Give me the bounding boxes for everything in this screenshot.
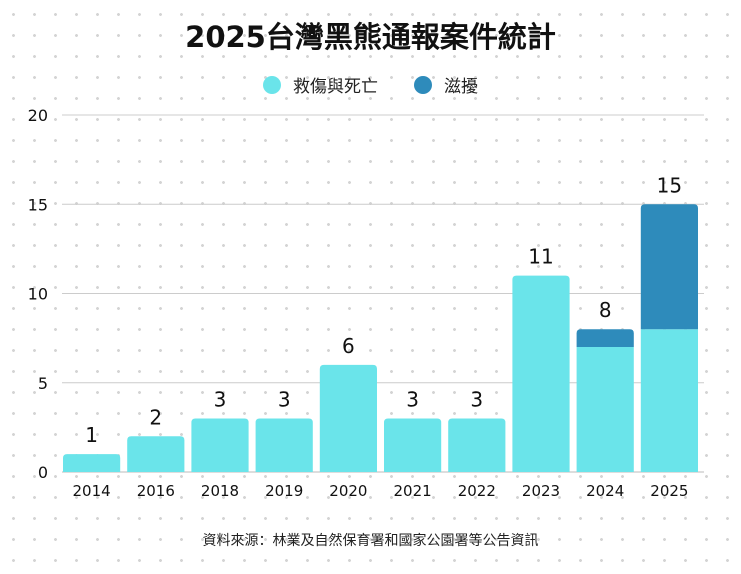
data-label: 3 bbox=[278, 387, 291, 411]
legend-item-nuisance[interactable]: 滋擾 bbox=[414, 72, 478, 97]
data-label: 15 bbox=[657, 173, 682, 197]
legend-item-rescue-death[interactable]: 救傷與死亡 bbox=[263, 72, 378, 97]
x-tick-label: 2019 bbox=[265, 482, 303, 500]
bar-rescue-death-2020 bbox=[319, 364, 377, 472]
y-tick-label: 15 bbox=[28, 195, 48, 214]
x-tick-label: 2014 bbox=[73, 482, 111, 500]
x-tick-label: 2023 bbox=[522, 482, 560, 500]
bar-nuisance-2024 bbox=[576, 329, 634, 348]
legend-label: 滋擾 bbox=[444, 77, 478, 97]
bar-rescue-death-2014 bbox=[63, 454, 121, 472]
y-tick-label: 5 bbox=[38, 374, 48, 393]
data-label: 8 bbox=[599, 298, 612, 322]
data-label: 3 bbox=[406, 387, 419, 411]
data-label: 1 bbox=[85, 423, 98, 447]
data-label: 2 bbox=[149, 405, 162, 429]
bar-rescue-death-2024 bbox=[576, 347, 634, 472]
legend-swatch-rescue-death bbox=[263, 75, 281, 94]
bar-rescue-death-2018 bbox=[191, 418, 249, 472]
bar-rescue-death-2022 bbox=[448, 418, 506, 472]
y-tick-label: 0 bbox=[38, 463, 48, 482]
y-tick-label: 20 bbox=[28, 106, 48, 125]
chart-title: 2025台灣黑熊通報案件統計 bbox=[185, 20, 556, 54]
bar-rescue-death-2019 bbox=[255, 418, 313, 472]
x-tick-label: 2025 bbox=[650, 482, 688, 500]
bar-nuisance-2025 bbox=[640, 204, 698, 330]
x-tick-label: 2021 bbox=[394, 482, 432, 500]
x-tick-label: 2022 bbox=[458, 482, 496, 500]
x-tick-label: 2020 bbox=[329, 482, 367, 500]
legend: 救傷與死亡 滋擾 bbox=[0, 72, 741, 97]
bar-rescue-death-2016 bbox=[127, 436, 185, 472]
data-label: 3 bbox=[214, 387, 227, 411]
legend-label: 救傷與死亡 bbox=[293, 77, 378, 97]
data-label: 6 bbox=[342, 334, 355, 358]
bar-rescue-death-2025 bbox=[640, 329, 698, 472]
data-label: 11 bbox=[528, 245, 553, 269]
x-tick-label: 2024 bbox=[586, 482, 624, 500]
data-label: 3 bbox=[470, 387, 483, 411]
x-tick-label: 2018 bbox=[201, 482, 239, 500]
bar-rescue-death-2023 bbox=[512, 275, 570, 472]
legend-swatch-nuisance bbox=[414, 75, 432, 94]
x-tick-label: 2016 bbox=[137, 482, 175, 500]
source-note: 資料來源：林業及自然保育署和國家公園署等公告資訊 bbox=[202, 533, 539, 549]
bar-rescue-death-2021 bbox=[384, 418, 442, 472]
y-tick-label: 10 bbox=[28, 285, 48, 304]
